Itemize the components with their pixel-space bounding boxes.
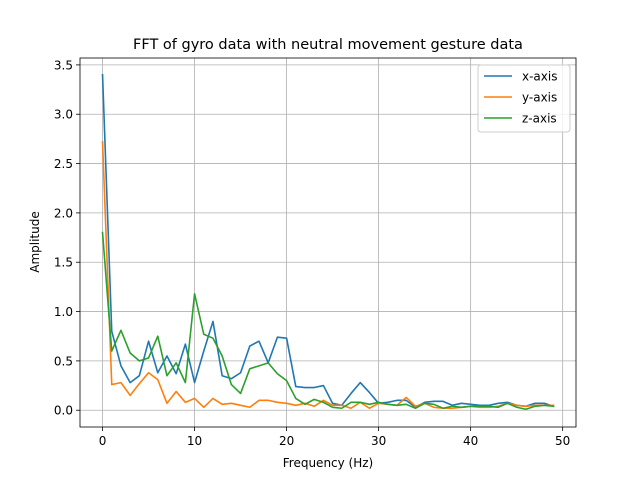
x-axis-ticks: 0 10 20 30 40 50	[99, 427, 570, 448]
x-tick-label: 50	[555, 434, 570, 448]
plot-area-frame	[79, 57, 577, 428]
grid-lines	[80, 58, 576, 427]
legend-label: x-axis	[522, 70, 557, 84]
legend: x-axis y-axis z-axis	[477, 64, 571, 133]
y-tick-label: 3.5	[54, 58, 73, 72]
x-tick-label: 20	[279, 434, 294, 448]
y-tick-label: 0.5	[54, 354, 73, 368]
legend-label: y-axis	[522, 91, 557, 105]
series-line-x-axis	[101, 73, 555, 409]
y-axis-ticks: 0.0 0.5 1.0 1.5 2.0 2.5 3.0 3.5	[54, 58, 80, 418]
x-axis-label: Frequency (Hz)	[283, 456, 374, 470]
y-tick-label: 1.0	[54, 305, 73, 319]
x-tick-label: 30	[371, 434, 386, 448]
y-axis-label: Amplitude	[28, 211, 42, 273]
y-tick-label: 1.5	[54, 256, 73, 270]
series-line-z-axis	[101, 231, 555, 411]
y-tick-label: 2.5	[54, 157, 73, 171]
y-tick-label: 2.0	[54, 206, 73, 220]
chart-title: FFT of gyro data with neutral movement g…	[133, 37, 523, 53]
y-tick-label: 0.0	[54, 404, 73, 418]
x-tick-label: 10	[187, 434, 202, 448]
legend-box	[477, 64, 571, 133]
series-line-y-axis	[101, 141, 555, 410]
series-lines	[101, 73, 555, 411]
x-tick-label: 40	[463, 434, 478, 448]
y-tick-label: 3.0	[54, 108, 73, 122]
legend-label: z-axis	[522, 112, 557, 126]
x-tick-label: 0	[99, 434, 107, 448]
